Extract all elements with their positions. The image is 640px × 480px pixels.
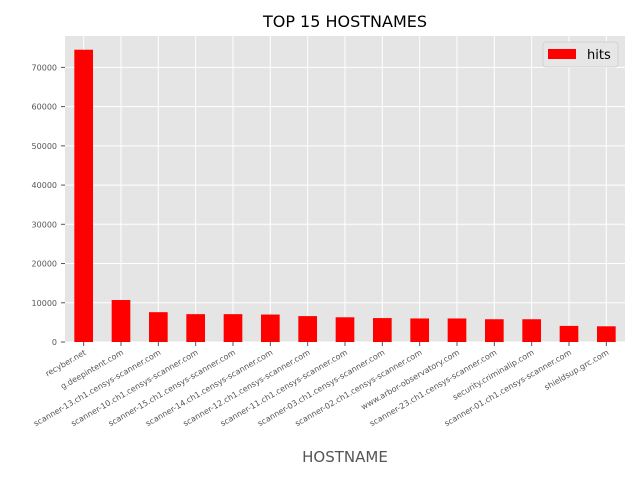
bars xyxy=(74,49,616,342)
bar-scanner-13.ch1.censys-scanner.com xyxy=(149,312,168,342)
y-axis-ticks: 0 10000 20000 30000 40000 50000 60000 70000 xyxy=(32,63,65,347)
legend-box xyxy=(542,41,619,68)
bar-scanner-15.ch1.censys-scanner.com xyxy=(223,314,243,342)
bar-recyber.net xyxy=(74,49,93,342)
y-tick-label: 10000 xyxy=(32,299,57,308)
grid-lines xyxy=(65,36,625,343)
legend-label: hits xyxy=(587,48,611,63)
bar-scanner-02.ch1.censys-scanner.com xyxy=(410,318,429,342)
chart-title: TOP 15 HOSTNAMES xyxy=(262,12,427,31)
y-tick-label: 20000 xyxy=(32,260,57,269)
bar-scanner-11.ch1.censys-scanner.com xyxy=(335,317,355,342)
bar-shieldsup.grc.com xyxy=(597,326,616,342)
bar-scanner-01.ch1.censys-scanner.com xyxy=(559,325,579,342)
legend: hits xyxy=(542,41,619,68)
y-tick-label: 30000 xyxy=(32,220,57,229)
legend-swatch xyxy=(548,49,576,59)
bar-www.arbor-observatory.com xyxy=(447,318,467,342)
bar-scanner-14.ch1.censys-scanner.com xyxy=(261,314,280,342)
bar-scanner-10.ch1.censys-scanner.com xyxy=(186,314,205,342)
bar-scanner-03.ch1.censys-scanner.com xyxy=(373,318,392,342)
bar-scanner-12.ch1.censys-scanner.com xyxy=(298,316,317,342)
x-axis-title: HOSTNAME xyxy=(302,448,388,466)
y-tick-label: 50000 xyxy=(32,142,57,151)
y-tick-label: 70000 xyxy=(32,63,57,72)
bar-security.criminalip.com xyxy=(522,319,541,342)
y-tick-label: 0 xyxy=(52,338,57,347)
bar-g.deepintent.com xyxy=(111,300,131,342)
bar-scanner-23.ch1.censys-scanner.com xyxy=(485,319,504,342)
y-tick-label: 40000 xyxy=(32,181,57,190)
y-tick-label: 60000 xyxy=(32,103,57,112)
